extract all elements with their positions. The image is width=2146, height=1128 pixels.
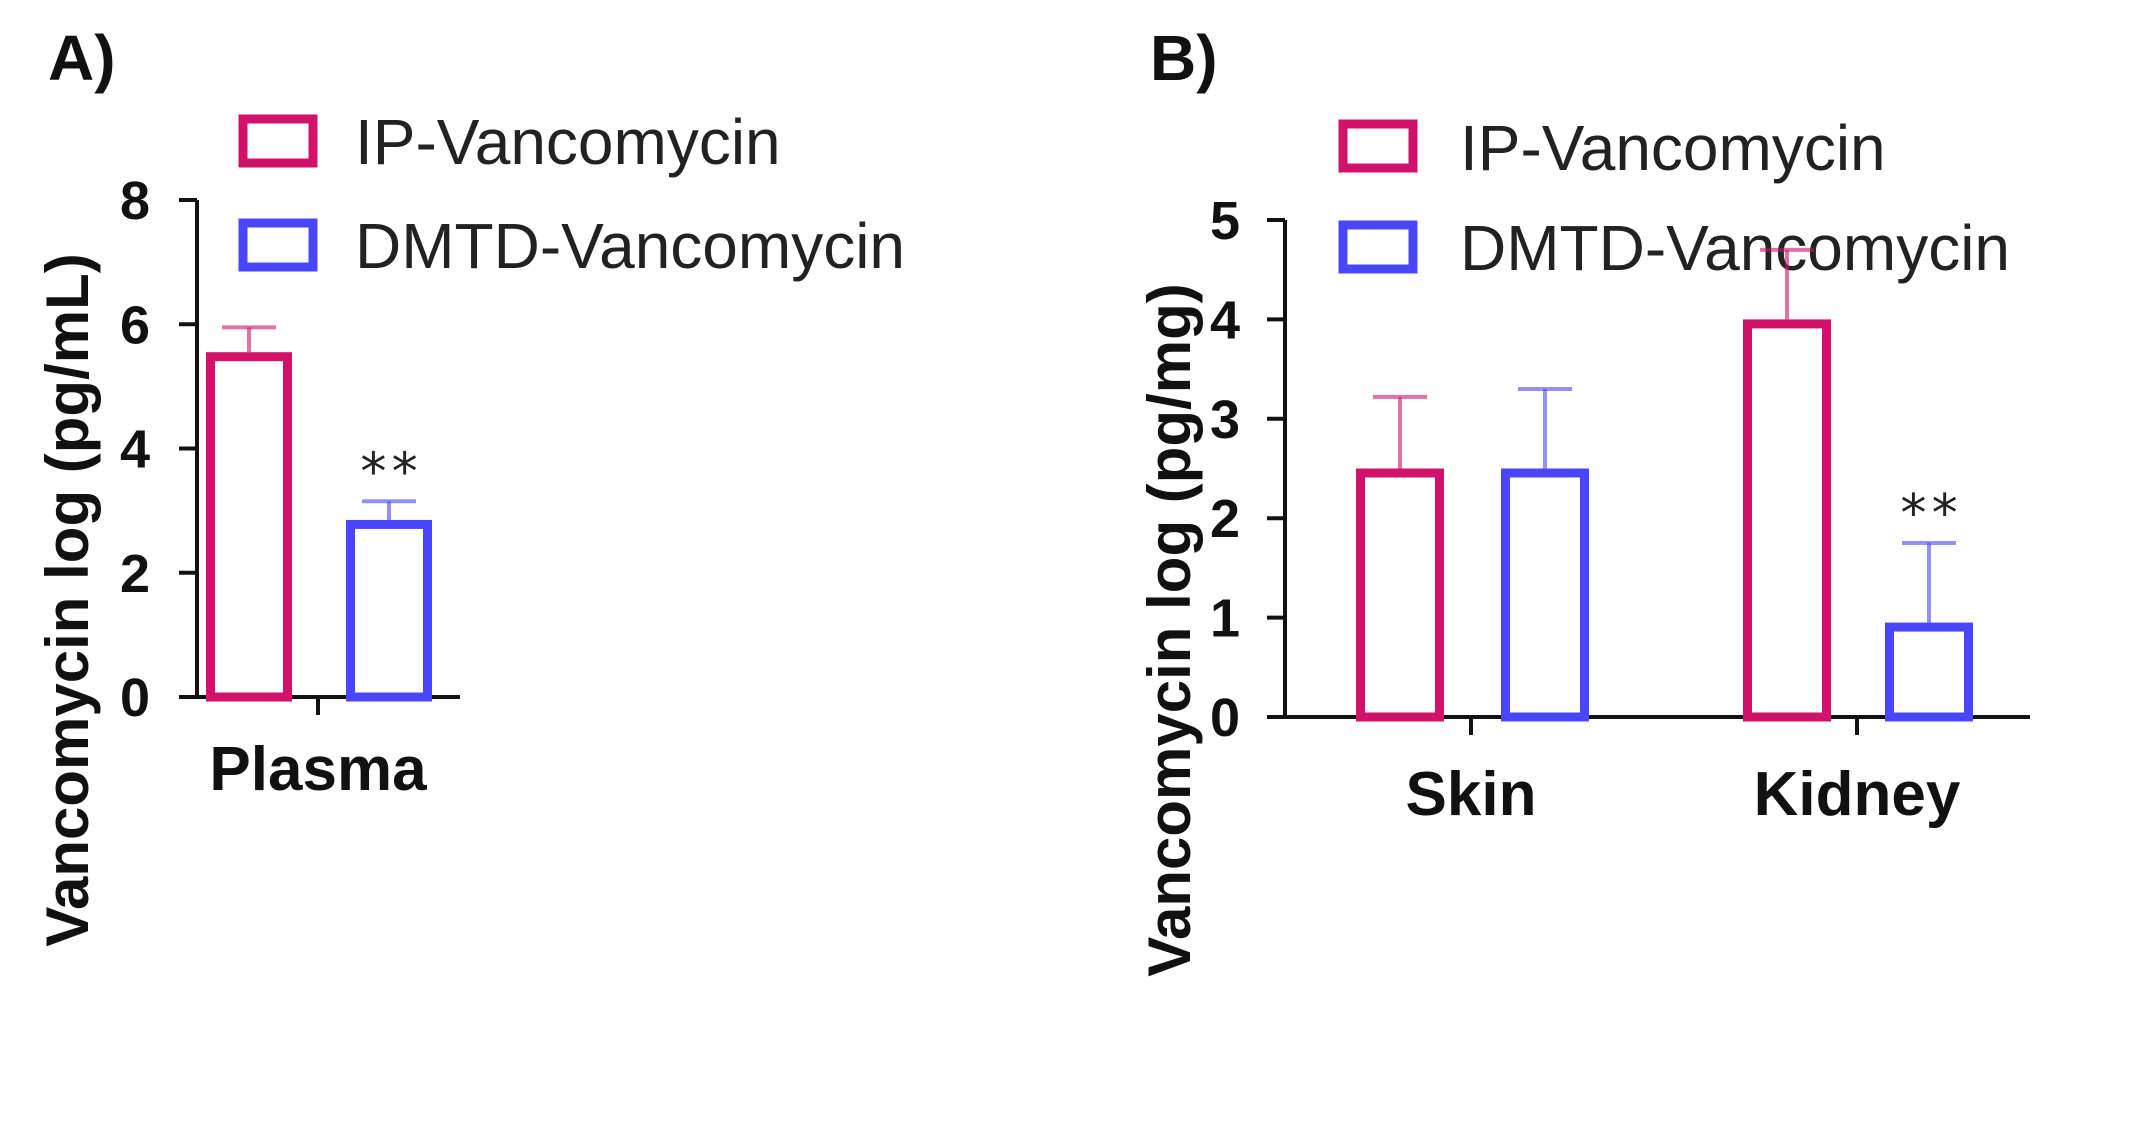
panel-a-legend-label-ip: IP-Vancomycin	[355, 106, 781, 178]
panel-b-plot: 0 1 2 3 4 5 Skin Kidney **	[1210, 191, 2030, 829]
panel-b-bar	[1885, 622, 1973, 722]
panel-b-y-tick-label: 1	[1210, 589, 1240, 649]
panel-a-y-tick-label: 2	[120, 544, 150, 604]
panel-a-legend-swatch-dmtd	[238, 218, 318, 272]
panel-a-label: A)	[48, 22, 116, 94]
panel-b-significance-marker: **	[1898, 484, 1961, 544]
panel-b-bar	[1501, 468, 1589, 722]
panel-b-y-tick-label: 0	[1210, 688, 1240, 748]
panel-a-category-label: Plasma	[209, 735, 427, 804]
panel-b-bar	[1356, 468, 1444, 722]
panel-a-y-tick-label: 4	[120, 420, 150, 480]
panel-a-significance-marker: **	[358, 442, 421, 502]
panel-a-y-axis-label: Vancomycin log (pg/mL)	[34, 253, 101, 946]
panel-b-bar	[1743, 319, 1831, 722]
panel-a-bar	[206, 352, 292, 702]
panel-a-y-tick-label: 0	[120, 668, 150, 728]
panel-b-legend-swatch-dmtd	[1338, 220, 1418, 274]
panel-a-plot: 0 2 4 6 8 Plasma **	[120, 171, 460, 804]
panel-a-legend-swatch-ip	[238, 114, 318, 168]
panel-b-y-axis-label: Vancomycin log (pg/mg)	[1136, 283, 1203, 976]
panel-a-bar	[346, 519, 432, 702]
panel-b-category-label: Skin	[1406, 760, 1537, 829]
panel-b-legend-swatch-ip	[1338, 119, 1418, 173]
panel-b-y-tick-label: 3	[1210, 390, 1240, 450]
panel-b-y-tick-label: 2	[1210, 489, 1240, 549]
panel-a-legend-label-dmtd: DMTD-Vancomycin	[355, 210, 905, 282]
panel-a-legend: IP-Vancomycin DMTD-Vancomycin	[238, 106, 905, 282]
panel-b-category-label: Kidney	[1754, 760, 1961, 829]
panel-b-legend-label-dmtd: DMTD-Vancomycin	[1460, 212, 2010, 284]
panel-b-y-tick-label: 4	[1210, 290, 1240, 350]
panel-a-y-tick-label: 6	[120, 295, 150, 355]
panel-b-legend-label-ip: IP-Vancomycin	[1460, 112, 1886, 184]
panel-b-y-tick-label: 5	[1210, 191, 1240, 251]
panel-b-legend: IP-Vancomycin DMTD-Vancomycin	[1338, 112, 2010, 284]
panel-a-y-tick-label: 8	[120, 171, 150, 231]
panel-b-label: B)	[1150, 22, 1218, 94]
